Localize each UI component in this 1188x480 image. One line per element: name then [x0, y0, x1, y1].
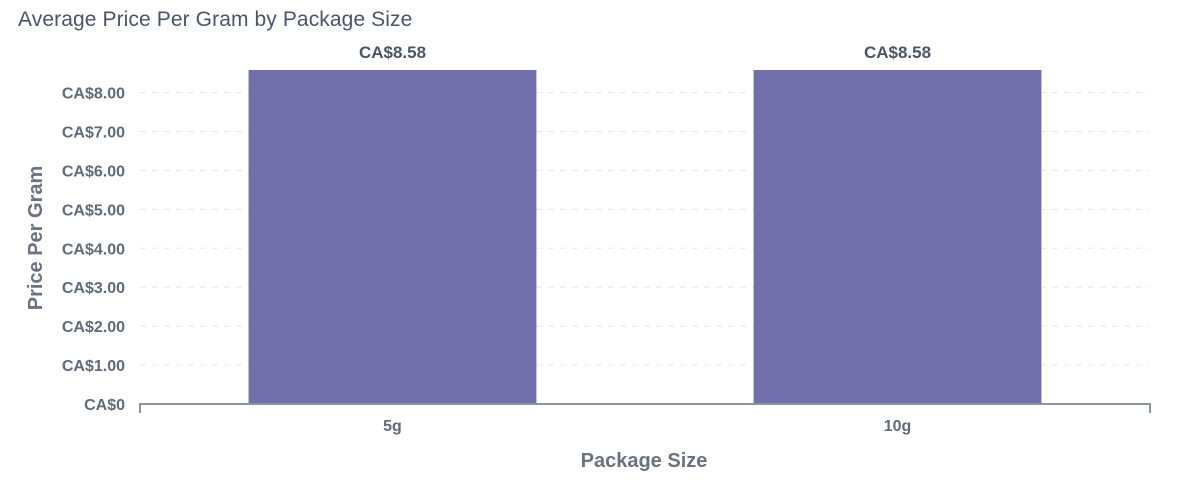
x-tick-label: 10g	[884, 418, 912, 435]
bar-5g	[248, 70, 537, 404]
chart-title: Average Price Per Gram by Package Size	[18, 8, 413, 31]
x-axis-title: Package Size	[581, 450, 708, 472]
bar-10g	[753, 70, 1042, 404]
y-tick-label: CA$4.00	[62, 241, 125, 258]
bar-value-label: CA$8.58	[359, 43, 426, 62]
labels: CA$0 CA$1.00 CA$2.00 CA$3.00 CA$4.00 CA$5.00 C…	[62, 43, 931, 435]
y-tick-label: CA$3.00	[62, 280, 125, 297]
x-tick-label: 5g	[383, 418, 402, 435]
bars	[248, 70, 1042, 404]
y-axis-title: Price Per Gram	[25, 166, 47, 311]
x-axis-line	[139, 403, 1151, 413]
y-tick-label: CA$0	[84, 397, 125, 414]
y-tick-label: CA$7.00	[62, 125, 125, 142]
y-tick-label: CA$6.00	[62, 163, 125, 180]
y-tick-label: CA$1.00	[62, 358, 125, 375]
axes	[139, 403, 1151, 413]
y-tick-label: CA$5.00	[62, 202, 125, 219]
y-tick-label: CA$2.00	[62, 319, 125, 336]
y-tick-label: CA$8.00	[62, 86, 125, 103]
bar-value-label: CA$8.58	[864, 43, 931, 62]
